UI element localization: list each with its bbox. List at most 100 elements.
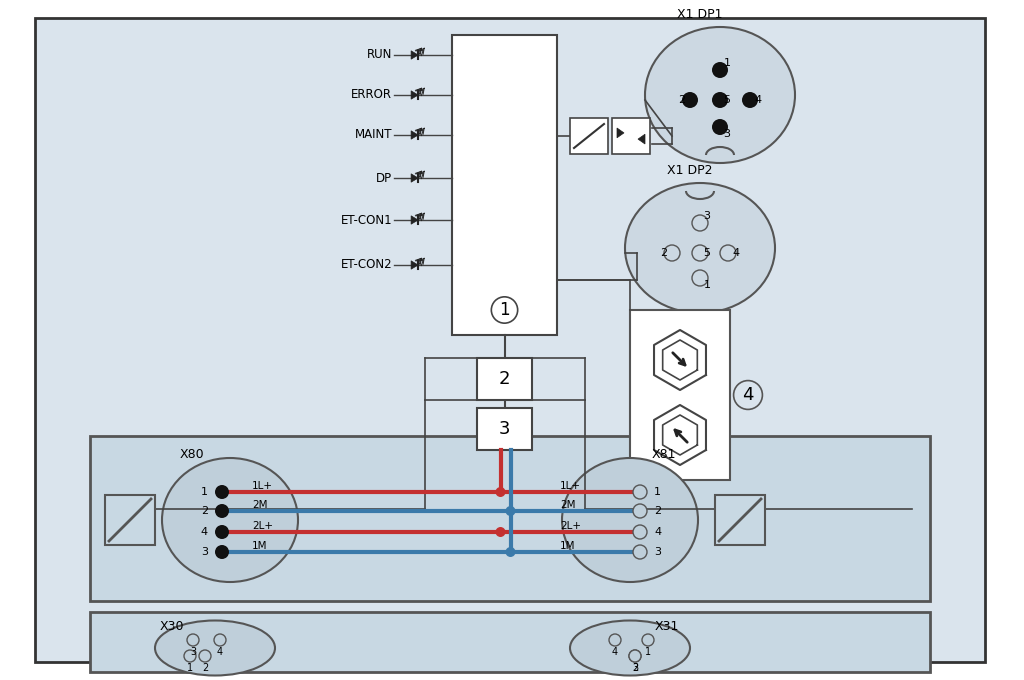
Text: 4: 4 <box>217 647 223 657</box>
Circle shape <box>633 545 647 559</box>
Text: 2: 2 <box>202 663 208 673</box>
Text: X1 DP1: X1 DP1 <box>677 9 723 22</box>
Circle shape <box>642 634 654 646</box>
Circle shape <box>629 650 641 662</box>
Ellipse shape <box>162 458 298 582</box>
Circle shape <box>692 270 708 286</box>
Text: 4: 4 <box>755 95 762 105</box>
Text: 2: 2 <box>201 506 208 516</box>
Polygon shape <box>638 134 645 144</box>
Text: ERROR: ERROR <box>351 88 392 101</box>
Ellipse shape <box>625 183 775 313</box>
Text: 1: 1 <box>654 487 662 497</box>
Text: 1L+: 1L+ <box>252 481 273 491</box>
Circle shape <box>506 506 515 516</box>
Text: X81: X81 <box>652 447 677 460</box>
Text: 2L+: 2L+ <box>560 521 581 531</box>
Circle shape <box>682 92 698 108</box>
Text: ET-CON1: ET-CON1 <box>340 214 392 226</box>
Polygon shape <box>411 131 418 139</box>
Bar <box>90 436 930 601</box>
Bar <box>452 35 557 335</box>
Text: 3: 3 <box>632 663 638 673</box>
Text: 3: 3 <box>499 420 510 438</box>
Text: RUN: RUN <box>367 48 392 61</box>
Circle shape <box>215 525 229 539</box>
Text: 2: 2 <box>499 370 510 388</box>
Bar <box>477 358 532 400</box>
Bar <box>90 612 930 672</box>
Text: X30: X30 <box>160 620 184 634</box>
Text: MAINT: MAINT <box>354 129 392 141</box>
Text: 1: 1 <box>499 301 510 319</box>
Circle shape <box>199 650 211 662</box>
Text: 1M: 1M <box>252 541 267 551</box>
Circle shape <box>506 547 515 557</box>
Text: X80: X80 <box>180 447 205 460</box>
Text: 2L+: 2L+ <box>252 521 273 531</box>
Text: 4: 4 <box>612 647 618 657</box>
Text: ET-CON2: ET-CON2 <box>340 258 392 271</box>
Circle shape <box>215 504 229 518</box>
Text: 4: 4 <box>654 527 662 537</box>
Polygon shape <box>411 51 418 59</box>
Text: 2: 2 <box>632 663 638 673</box>
Text: DP: DP <box>376 171 392 184</box>
Circle shape <box>720 245 736 261</box>
Text: 5: 5 <box>703 248 711 258</box>
Bar <box>477 408 532 450</box>
Polygon shape <box>411 174 418 182</box>
Circle shape <box>633 504 647 518</box>
Text: 3: 3 <box>654 547 662 557</box>
Text: 2: 2 <box>678 95 685 105</box>
Bar <box>630 310 730 480</box>
Circle shape <box>496 527 506 537</box>
Circle shape <box>742 92 758 108</box>
Bar <box>570 118 608 154</box>
Text: 1M: 1M <box>560 541 575 551</box>
Text: 4: 4 <box>742 386 754 404</box>
Polygon shape <box>411 261 418 269</box>
Text: 4: 4 <box>733 248 740 258</box>
Circle shape <box>712 119 728 135</box>
Bar <box>105 495 155 545</box>
Ellipse shape <box>562 458 698 582</box>
Text: 1L+: 1L+ <box>560 481 581 491</box>
Circle shape <box>692 215 708 231</box>
Polygon shape <box>617 128 624 138</box>
Ellipse shape <box>645 27 795 163</box>
Text: 3: 3 <box>189 647 196 657</box>
Circle shape <box>215 485 229 499</box>
Text: 1: 1 <box>187 663 194 673</box>
Text: 1: 1 <box>201 487 208 497</box>
Text: 3: 3 <box>201 547 208 557</box>
Circle shape <box>609 634 621 646</box>
Circle shape <box>629 650 641 662</box>
Text: 1: 1 <box>645 647 651 657</box>
Text: 4: 4 <box>201 527 208 537</box>
Bar <box>715 495 765 545</box>
Polygon shape <box>411 91 418 99</box>
Text: 2M: 2M <box>252 500 267 510</box>
Circle shape <box>712 92 728 108</box>
Ellipse shape <box>570 620 690 675</box>
Text: 2M: 2M <box>560 500 575 510</box>
Text: 1: 1 <box>724 58 730 68</box>
Text: X31: X31 <box>655 620 679 634</box>
Text: 1: 1 <box>703 280 711 290</box>
Polygon shape <box>411 216 418 224</box>
Circle shape <box>187 634 199 646</box>
Circle shape <box>184 650 196 662</box>
Text: 2: 2 <box>660 248 668 258</box>
Text: 3: 3 <box>703 211 711 221</box>
Circle shape <box>664 245 680 261</box>
Circle shape <box>692 245 708 261</box>
Bar <box>612 118 650 154</box>
Text: X1 DP2: X1 DP2 <box>668 165 713 177</box>
Ellipse shape <box>155 620 275 675</box>
Text: 3: 3 <box>724 129 730 139</box>
Text: 5: 5 <box>724 95 730 105</box>
Circle shape <box>633 485 647 499</box>
Circle shape <box>712 62 728 78</box>
Circle shape <box>496 487 506 497</box>
